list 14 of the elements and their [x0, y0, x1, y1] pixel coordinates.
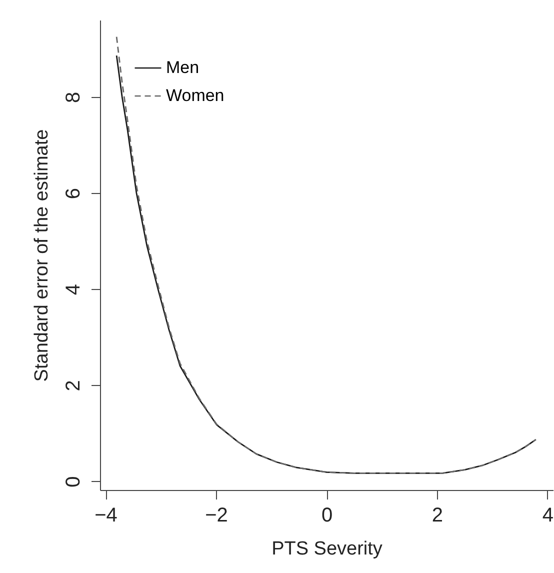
y-tick-label: 4: [62, 284, 84, 296]
x-tick-label: 4: [542, 504, 554, 526]
y-tick-label: 0: [62, 476, 84, 488]
legend-label: Men: [166, 58, 200, 77]
y-tick-label: 8: [62, 92, 84, 103]
y-axis-title: Standard error of the estimate: [32, 129, 52, 382]
y-tick-label: 6: [62, 188, 84, 200]
x-tick-label: −2: [205, 504, 228, 526]
x-tick-label: −4: [94, 504, 118, 526]
x-tick-label: 2: [432, 504, 444, 526]
x-tick-label: 0: [321, 504, 333, 526]
legend-label: Women: [166, 86, 224, 105]
y-tick-label: 2: [62, 380, 84, 392]
x-axis-title: PTS Severity: [272, 538, 383, 560]
